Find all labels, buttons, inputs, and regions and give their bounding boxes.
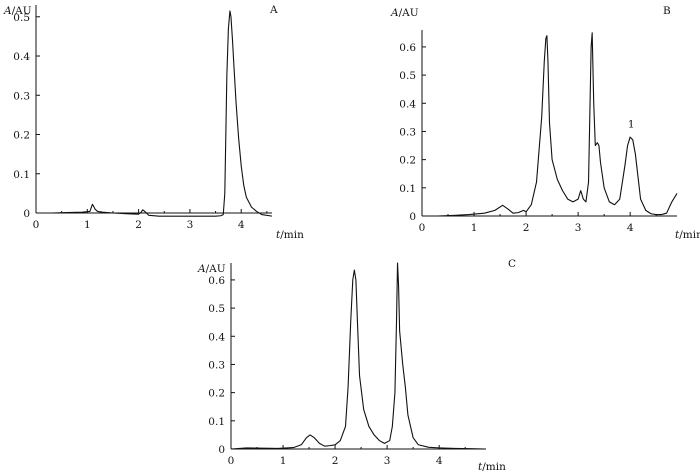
panel-b-label: B [663, 5, 671, 17]
panel-b-y-var: A [390, 7, 399, 19]
panel-a-x-tick-label-4: 4 [238, 219, 245, 231]
panel-b-x-tick-label-0: 0 [419, 222, 426, 234]
panel-c-x-tick-label-4: 4 [436, 455, 443, 467]
panel-c-y-tick-label-1: 0.1 [208, 416, 225, 428]
panel-b-y-tick-label-4: 0.4 [399, 98, 416, 110]
panel-a-x-tick-label-0: 0 [33, 219, 40, 231]
panel-b-x-tick-label-4: 4 [627, 222, 634, 234]
panel-a-y-tick-label-0: 0 [23, 208, 30, 220]
panel-a-y-ticks: 0 0.1 0.2 0.3 0.4 0.5 [13, 12, 40, 220]
panel-c-x-unit: /min [482, 461, 506, 473]
panel-c-x-axis-label: t/min [478, 461, 506, 473]
panel-a-y-unit: /AU [12, 5, 32, 17]
panel-c-y-tick-label-0: 0 [218, 444, 225, 456]
panel-b-peak-label-0: 1 [628, 118, 635, 130]
panel-b-chromatogram-trace [422, 32, 678, 217]
panel-a-y-tick-label-3: 0.3 [13, 90, 30, 102]
panel-c-y-tick-label-2: 0.2 [208, 388, 225, 400]
panel-a-chromatogram-trace [36, 10, 273, 217]
panel-a-y-tick-label-5: 0.5 [13, 12, 30, 24]
panel-a-x-var: t [276, 229, 281, 241]
panel-a-peak-label-0: 1 [227, 0, 234, 2]
panel-a-peak-labels: 1 [227, 0, 234, 2]
panel-b-y-ticks: 0 0.1 0.2 0.3 0.4 0.5 0.6 [399, 42, 426, 223]
panel-c-y-unit: /AU [206, 263, 226, 275]
panel-c-chromatogram-trace [230, 262, 487, 450]
panel-c: 0 1 2 3 4 0 0.1 0.2 0.3 0.4 0.5 0.6 C A/AU t/min [197, 258, 516, 473]
panel-a-y-tick-label-4: 0.4 [13, 51, 30, 63]
panel-c-y-tick-label-4: 0.4 [208, 331, 225, 343]
panel-b-y-axis-label: A/AU [390, 7, 419, 19]
panel-c-y-tick-label-3: 0.3 [208, 359, 225, 371]
panel-a: 0 1 2 3 4 0 0.1 0.2 0.3 0.4 0.5 1 A A/AU t/min [3, 0, 304, 241]
panel-c-x-tick-label-0: 0 [228, 455, 235, 467]
panel-a-y-axis-label: A/AU [3, 5, 32, 17]
panel-c-x-tick-label-1: 1 [280, 455, 287, 467]
panel-a-x-tick-label-2: 2 [135, 219, 142, 231]
panel-b-y-tick-label-3: 0.3 [399, 126, 416, 138]
panel-a-x-tick-label-1: 1 [84, 219, 91, 231]
panel-b-x-var: t [675, 229, 680, 241]
panel-b-x-tick-label-1: 1 [471, 222, 478, 234]
panel-c-x-var: t [478, 461, 483, 473]
panel-a-x-ticks: 0 1 2 3 4 [33, 209, 268, 231]
panel-a-x-tick-label-3: 3 [187, 219, 194, 231]
panel-b-y-tick-label-0: 0 [409, 211, 416, 223]
panel-a-x-unit: /min [280, 229, 304, 241]
panel-b-x-axis-label: t/min [675, 229, 700, 241]
panel-c-y-var: A [197, 263, 206, 275]
panel-c-y-tick-label-6: 0.6 [208, 275, 225, 287]
panel-c-y-axis-label: A/AU [197, 263, 226, 275]
panel-b-y-tick-label-2: 0.2 [399, 155, 416, 167]
panel-c-x-tick-label-2: 2 [332, 455, 339, 467]
panel-b-peak-labels: 1 [628, 118, 635, 130]
panel-b-y-tick-label-1: 0.1 [399, 183, 416, 195]
panel-b-x-tick-label-3: 3 [575, 222, 582, 234]
panel-b: 0 1 2 3 4 0 0.1 0.2 0.3 0.4 0.5 0.6 1 B A/AU t/min [390, 5, 700, 241]
panel-c-x-tick-label-3: 3 [384, 455, 391, 467]
panel-a-y-tick-label-1: 0.1 [13, 169, 30, 181]
panel-b-y-tick-label-5: 0.5 [399, 70, 416, 82]
panel-b-x-unit: /min [679, 229, 700, 241]
panel-b-x-tick-label-2: 2 [523, 222, 530, 234]
panel-c-label: C [508, 258, 516, 270]
panel-a-x-axis-label: t/min [276, 229, 304, 241]
panel-a-label: A [269, 4, 278, 16]
panel-a-y-var: A [3, 5, 12, 17]
panel-a-y-tick-label-2: 0.2 [13, 130, 30, 142]
panel-b-y-unit: /AU [399, 7, 419, 19]
panel-b-y-tick-label-6: 0.6 [399, 42, 416, 54]
panel-c-y-tick-label-5: 0.5 [208, 303, 225, 315]
